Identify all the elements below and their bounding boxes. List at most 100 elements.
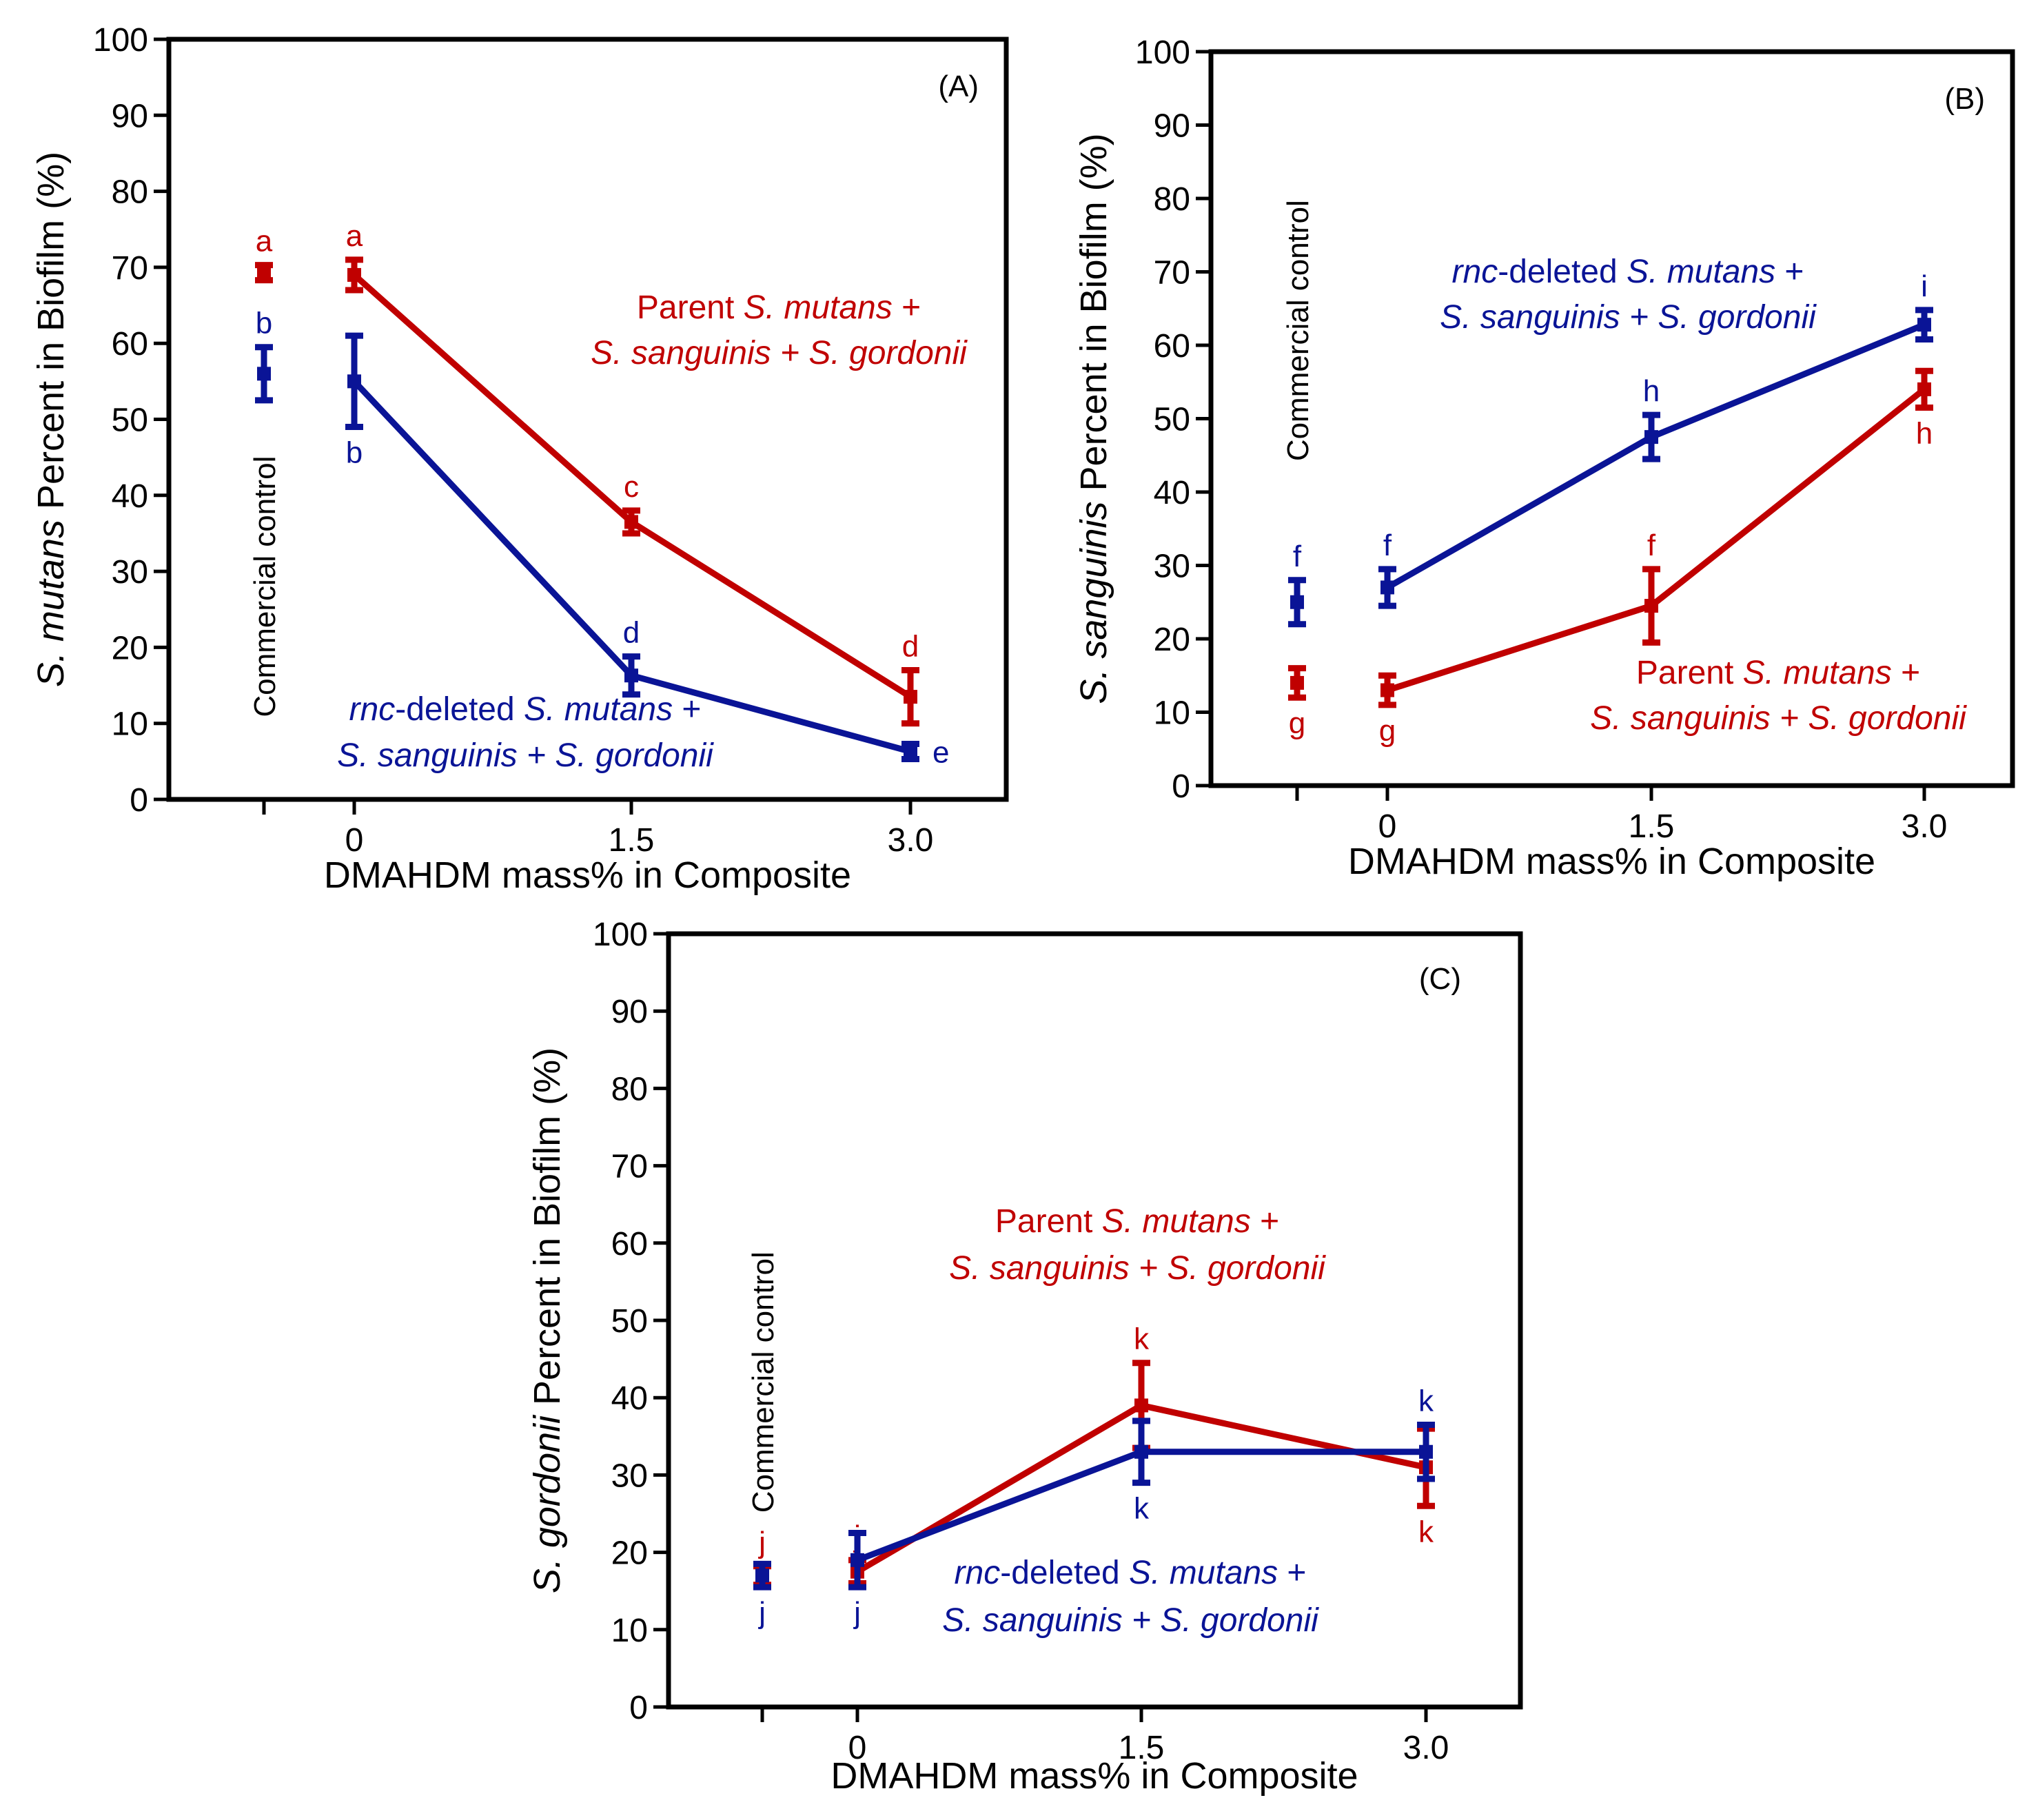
- y-tick-label: 20: [1154, 622, 1190, 658]
- legend-rnc: rnc-deleted S. mutans + S. sanguinis + S.…: [1440, 254, 1817, 336]
- data-point-rnc-marker: [904, 744, 917, 759]
- series-parent: g f h g: [1288, 367, 1933, 748]
- data-point-parent-marker: [1917, 382, 1931, 396]
- legend-text: +: [1775, 254, 1804, 290]
- y-tick-label: 40: [112, 478, 148, 515]
- significance-letter-parent: k: [1134, 1322, 1150, 1356]
- significance-letter-rnc: d: [623, 616, 640, 650]
- y-tick-label: 70: [1154, 255, 1190, 292]
- x-tick-label: 0: [345, 822, 364, 859]
- x-tick-label: 1.5: [1119, 1730, 1165, 1766]
- x-tick-label: 1.5: [609, 822, 655, 859]
- y-tick-label: 100: [93, 22, 148, 59]
- y-axis-title: S. sanguinis Percent in Biofilm (%): [1073, 133, 1114, 704]
- y-axis-title-rest: Percent in Biofilm (%): [30, 152, 72, 520]
- legend-line-2: S. sanguinis + S. gordonii: [1440, 299, 1817, 336]
- significance-letter-parent: d: [902, 629, 919, 663]
- y-tick-label: 10: [1154, 695, 1190, 732]
- legend-rnc: rnc-deleted S. mutans + S. sanguinis + S.…: [337, 691, 714, 774]
- y-tick-label: 10: [112, 706, 148, 743]
- legend-gene: rnc: [1452, 254, 1498, 290]
- legend-text: +: [1251, 1203, 1279, 1240]
- legend-text: +: [673, 691, 701, 728]
- control-point-rnc-marker: [1290, 595, 1304, 609]
- significance-letter-rnc: h: [1643, 374, 1660, 408]
- control-point-rnc-marker: [755, 1568, 769, 1583]
- legend-species: S. mutans: [1102, 1203, 1251, 1240]
- legend-text: Parent: [637, 289, 744, 326]
- legend-text: Parent: [1636, 655, 1743, 691]
- significance-letter-parent: a: [346, 219, 363, 253]
- significance-letter-rnc: f: [1383, 529, 1392, 562]
- y-tick-label: 30: [112, 554, 148, 591]
- data-point-rnc-marker: [850, 1553, 864, 1567]
- legend-line-2: S. sanguinis + S. gordonii: [949, 1250, 1326, 1287]
- series-parent: a c d a: [255, 219, 919, 727]
- significance-letter-parent: c: [624, 470, 639, 504]
- legend-text: +: [893, 289, 921, 326]
- legend-line-1: Parent S. mutans +: [637, 289, 921, 326]
- y-tick-label: 60: [112, 326, 148, 362]
- significance-letter-rnc: b: [346, 436, 363, 470]
- y-axis-title-species: S. gordonii: [527, 1414, 568, 1593]
- y-tick-label: 40: [1154, 475, 1190, 511]
- legend-species: S. mutans: [1129, 1555, 1278, 1591]
- data-point-parent-marker: [1644, 599, 1658, 613]
- legend-text: -deleted: [395, 691, 524, 728]
- significance-letter-parent: h: [1916, 417, 1933, 451]
- y-tick-label: 0: [1172, 768, 1190, 805]
- x-tick-label: 3.0: [1902, 808, 1948, 845]
- control-letter-parent: a: [256, 225, 273, 258]
- legend-text: +: [1278, 1555, 1306, 1591]
- legend-parent: Parent S. mutans + S. sanguinis + S. gord…: [591, 289, 968, 371]
- legend-line-1: rnc-deleted S. mutans +: [349, 691, 702, 728]
- significance-letter-parent: g: [1379, 714, 1396, 748]
- panel-label: (B): [1944, 82, 1985, 116]
- plot-frame: [166, 37, 1009, 802]
- data-point-rnc-marker: [347, 374, 361, 389]
- control-point-parent-marker: [1290, 675, 1304, 690]
- y-tick-label: 20: [112, 630, 148, 666]
- x-tick-label: 3.0: [1403, 1730, 1449, 1766]
- y-tick-label: 30: [611, 1458, 648, 1494]
- data-point-rnc-marker: [1134, 1444, 1148, 1459]
- significance-letter-parent: k: [1418, 1515, 1434, 1548]
- legend-line-2: S. sanguinis + S. gordonii: [591, 335, 968, 371]
- data-point-parent-marker: [624, 515, 638, 529]
- control-point-rnc-marker: [257, 367, 271, 381]
- data-point-rnc-marker: [1644, 430, 1658, 444]
- control-letter-rnc: j: [757, 1596, 766, 1630]
- legend-line-2: S. sanguinis + S. gordonii: [942, 1602, 1319, 1639]
- chart-panel-b: 0 10 20 30 40 50 60 70 80 90 100 0 1.5 3.0 DMAHDM mass…: [1073, 34, 2015, 882]
- y-tick-label: 50: [1154, 402, 1190, 438]
- legend-parent: Parent S. mutans + S. sanguinis + S. gord…: [1590, 655, 1967, 737]
- x-tick-label: 0: [1378, 808, 1397, 845]
- significance-letter-parent: f: [1647, 529, 1656, 562]
- y-axis-title-rest: Percent in Biofilm (%): [1073, 133, 1114, 501]
- chart-panel-c: 0 10 20 30 40 50 60 70 80 90 100 0 1.5 3.0 DMAHDM mass…: [527, 917, 1523, 1797]
- legend-line-2: S. sanguinis + S. gordonii: [337, 737, 714, 774]
- data-point-parent-marker: [904, 690, 917, 704]
- legend-gene: rnc: [955, 1555, 1001, 1591]
- significance-letter-rnc: e: [933, 736, 949, 770]
- x-axis-title: DMAHDM mass% in Composite: [1348, 841, 1875, 882]
- legend-text: -deleted: [1000, 1555, 1129, 1591]
- x-tick-label: 1.5: [1629, 808, 1675, 845]
- y-axis-title-rest: Percent in Biofilm (%): [527, 1047, 568, 1415]
- legend-line-1: rnc-deleted S. mutans +: [1452, 254, 1804, 290]
- control-point-parent-marker: [257, 265, 271, 280]
- significance-letter-rnc: i: [1921, 269, 1928, 303]
- y-axis-title: S. gordonii Percent in Biofilm (%): [527, 1047, 568, 1593]
- legend-species: S. mutans: [524, 691, 673, 728]
- series-rnc: f h i f: [1288, 269, 1933, 628]
- chart-panel-a: 0 10 20 30 40 50 60 70 80 90 100 0 1.5 3.0 DMAHDM mass…: [30, 22, 1009, 896]
- data-point-rnc-marker: [1917, 318, 1931, 332]
- control-letter-parent: j: [757, 1526, 766, 1560]
- x-tick-label: 3.0: [888, 822, 934, 859]
- y-tick-label: 90: [1154, 108, 1190, 145]
- data-point-rnc-marker: [1380, 580, 1394, 595]
- legend-species: S. mutans: [1743, 655, 1892, 691]
- x-axis-title: DMAHDM mass% in Composite: [324, 855, 851, 896]
- legend-text: -deleted: [1498, 254, 1627, 290]
